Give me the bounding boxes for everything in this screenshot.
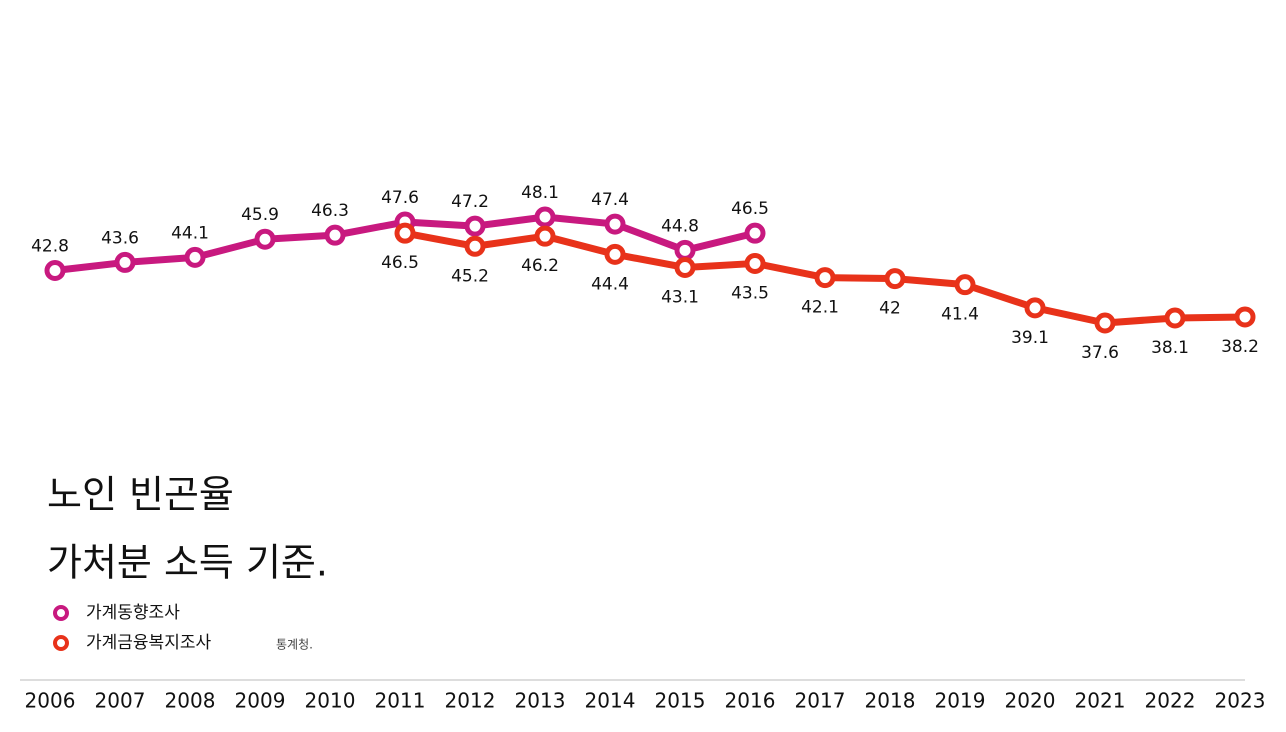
x-tick-label: 2010 bbox=[305, 689, 356, 713]
x-tick-label: 2016 bbox=[725, 689, 776, 713]
chart-subtitle: 가처분 소득 기준. bbox=[47, 541, 328, 585]
data-label: 47.2 bbox=[451, 192, 489, 212]
data-label: 48.1 bbox=[521, 183, 559, 203]
x-tick-label: 2019 bbox=[935, 689, 986, 713]
x-tick-label: 2007 bbox=[95, 689, 146, 713]
point bbox=[394, 222, 416, 244]
point bbox=[464, 235, 486, 257]
data-label: 42 bbox=[879, 299, 901, 319]
point bbox=[1234, 306, 1256, 328]
point bbox=[1094, 312, 1116, 334]
point bbox=[44, 260, 66, 282]
point bbox=[1024, 297, 1046, 319]
data-label: 43.1 bbox=[661, 287, 699, 307]
data-label: 42.8 bbox=[31, 237, 69, 257]
data-label: 46.2 bbox=[521, 256, 559, 276]
point bbox=[114, 251, 136, 273]
point bbox=[604, 213, 626, 235]
point bbox=[184, 246, 206, 268]
legend-marker bbox=[53, 635, 69, 651]
data-label: 46.5 bbox=[381, 253, 419, 273]
point bbox=[254, 228, 276, 250]
point bbox=[814, 267, 836, 289]
data-label: 45.9 bbox=[241, 205, 279, 225]
x-tick-label: 2022 bbox=[1145, 689, 1196, 713]
point bbox=[744, 222, 766, 244]
point bbox=[534, 206, 556, 228]
data-label: 38.1 bbox=[1151, 338, 1189, 358]
data-label: 42.1 bbox=[801, 298, 839, 318]
point bbox=[954, 274, 976, 296]
data-label: 43.6 bbox=[101, 228, 139, 248]
point bbox=[674, 239, 696, 261]
x-tick-label: 2023 bbox=[1215, 689, 1266, 713]
data-label: 46.5 bbox=[731, 199, 769, 219]
x-tick-label: 2021 bbox=[1075, 689, 1126, 713]
data-label: 41.4 bbox=[941, 305, 979, 325]
data-label: 43.5 bbox=[731, 283, 769, 303]
data-label: 47.4 bbox=[591, 190, 629, 210]
source: 통계청. bbox=[276, 638, 313, 652]
point bbox=[464, 215, 486, 237]
data-label: 38.2 bbox=[1221, 337, 1259, 357]
x-tick-label: 2006 bbox=[25, 689, 76, 713]
point bbox=[674, 256, 696, 278]
x-tick-label: 2014 bbox=[585, 689, 636, 713]
data-label: 44.8 bbox=[661, 216, 699, 236]
legend-marker bbox=[53, 605, 69, 621]
legend-label: 가계금융복지조사 bbox=[86, 633, 211, 653]
x-tick-label: 2013 bbox=[515, 689, 566, 713]
data-label: 47.6 bbox=[381, 188, 419, 208]
data-label: 45.2 bbox=[451, 266, 489, 286]
x-tick-label: 2020 bbox=[1005, 689, 1056, 713]
x-tick-label: 2015 bbox=[655, 689, 706, 713]
legend-label: 가계동향조사 bbox=[86, 603, 180, 623]
x-tick-label: 2009 bbox=[235, 689, 286, 713]
x-tick-label: 2008 bbox=[165, 689, 216, 713]
x-tick-label: 2017 bbox=[795, 689, 846, 713]
point bbox=[884, 268, 906, 290]
point bbox=[534, 225, 556, 247]
data-label: 44.1 bbox=[171, 223, 209, 243]
data-label: 46.3 bbox=[311, 201, 349, 221]
point bbox=[1164, 307, 1186, 329]
data-label: 37.6 bbox=[1081, 343, 1119, 363]
x-tick-label: 2018 bbox=[865, 689, 916, 713]
data-label: 39.1 bbox=[1011, 328, 1049, 348]
data-label: 44.4 bbox=[591, 274, 629, 294]
x-tick-label: 2011 bbox=[375, 689, 426, 713]
chart-title: 노인 빈곤율 bbox=[47, 473, 234, 517]
point bbox=[744, 252, 766, 274]
point bbox=[324, 224, 346, 246]
x-tick-label: 2012 bbox=[445, 689, 496, 713]
point bbox=[604, 243, 626, 265]
